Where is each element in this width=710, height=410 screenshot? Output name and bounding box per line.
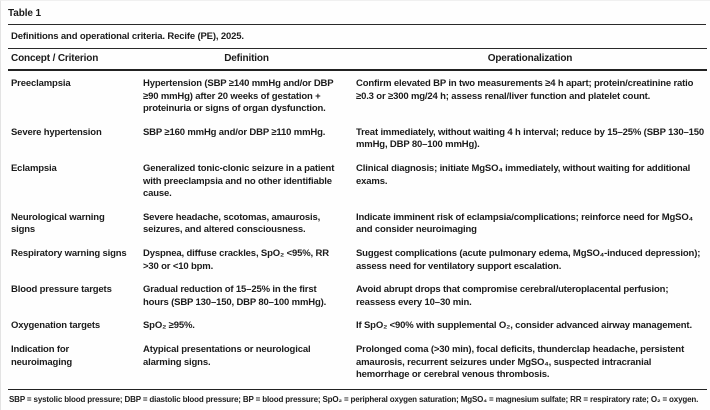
- concept-cell: Severe hypertension: [11, 126, 102, 138]
- table-footnote: SBP = systolic blood pressure; DBP = dia…: [9, 394, 699, 404]
- table-row: Neurological warning signs Severe headac…: [8, 208, 707, 244]
- definition-cell: Generalized tonic-clonic seizure in a pa…: [143, 162, 335, 200]
- table-row: Preeclampsia Hypertension (SBP ≥140 mmHg…: [8, 70, 707, 123]
- concept-cell: Eclampsia: [11, 162, 57, 174]
- operationalization-cell: Clinical diagnosis; initiate MgSO₄ immed…: [356, 162, 691, 187]
- table-row: Oxygenation targets SpO₂ ≥95%. If SpO₂ <…: [8, 316, 707, 340]
- concept-cell: Indication for neuroimaging: [11, 343, 73, 368]
- definition-cell: Gradual reduction of 15–25% in the first…: [143, 284, 327, 308]
- definition-cell: SpO₂ ≥95%.: [143, 320, 195, 332]
- table-row: Eclampsia Generalized tonic-clonic seizu…: [8, 159, 707, 208]
- concept-cell: Respiratory warning signs: [11, 247, 127, 259]
- table-caption: Definitions and operational criteria. Re…: [8, 24, 706, 48]
- operationalization-cell: Prolonged coma (>30 min), focal deficits…: [356, 343, 685, 381]
- table-row: Severe hypertension SBP ≥160 mmHg and/or…: [8, 123, 707, 159]
- criteria-table: Concept / Criterion Definition Operation…: [8, 48, 707, 390]
- table-row: Respiratory warning signs Dyspnea, diffu…: [8, 244, 707, 280]
- definition-cell: Hypertension (SBP ≥140 mmHg and/or DBP ≥…: [143, 78, 334, 115]
- operationalization-cell: Suggest complications (acute pulmonary e…: [356, 247, 701, 272]
- concept-cell: Blood pressure targets: [11, 284, 112, 296]
- operationalization-cell: Indicate imminent risk of eclampsia/comp…: [356, 211, 693, 236]
- column-header-operationalization: Operationalization: [353, 48, 707, 71]
- operationalization-cell: Avoid abrupt drops that compromise cereb…: [356, 284, 669, 308]
- concept-cell: Preeclampsia: [11, 78, 71, 89]
- definition-cell: Severe headache, scotomas, amaurosis, se…: [143, 211, 321, 236]
- table-label: Table 1: [8, 8, 42, 19]
- table-row: Blood pressure targets Gradual reduction…: [8, 280, 707, 316]
- definition-cell: Dyspnea, diffuse crackles, SpO₂ <95%, RR…: [143, 247, 329, 272]
- column-header-concept-criterion: Concept / Criterion: [8, 48, 140, 71]
- definition-cell: Atypical presentations or neurological a…: [143, 343, 311, 368]
- column-header-definition: Definition: [140, 48, 353, 71]
- operationalization-cell: Treat immediately, without waiting 4 h i…: [356, 126, 705, 151]
- operationalization-cell: Confirm elevated BP in two measurements …: [356, 78, 694, 102]
- operationalization-cell: If SpO₂ <90% with supplemental O₂, consi…: [356, 320, 692, 332]
- table-row: Indication for neuroimaging Atypical pre…: [8, 340, 707, 389]
- concept-cell: Oxygenation targets: [11, 320, 101, 332]
- concept-cell: Neurological warning signs: [11, 211, 105, 236]
- definition-cell: SBP ≥160 mmHg and/or DBP ≥110 mmHg.: [143, 126, 326, 138]
- table-header-row: Concept / Criterion Definition Operation…: [8, 48, 707, 71]
